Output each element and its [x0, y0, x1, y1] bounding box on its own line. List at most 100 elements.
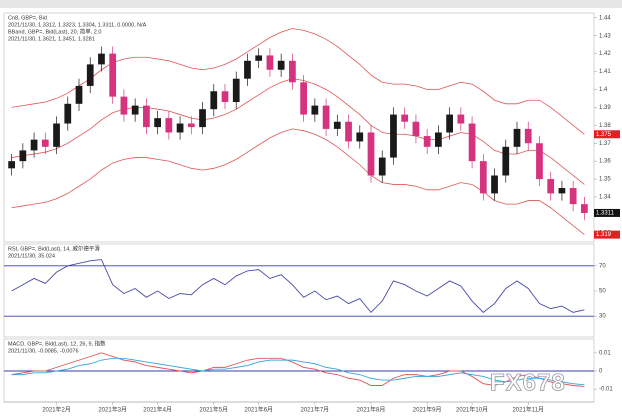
x-tick-label: 2021年7月 — [301, 406, 330, 414]
candle-body — [266, 55, 274, 70]
panel-label: 2021/11/30, 35.024 — [8, 253, 55, 259]
x-tick-label: 2021年2月 — [42, 406, 71, 414]
candle-body — [120, 96, 128, 115]
candle-body — [187, 123, 195, 128]
price-tag — [594, 208, 620, 217]
y-tick-label: 1.38 — [599, 123, 611, 129]
candle-body — [300, 82, 307, 115]
candle-body — [8, 161, 15, 169]
x-tick-label: 2021年11月 — [512, 406, 544, 414]
series-line — [11, 357, 585, 386]
x-tick-label: 2021年4月 — [143, 406, 172, 414]
x-tick-label: 2021年8月 — [357, 406, 386, 414]
candle-body — [333, 121, 341, 129]
series-line — [11, 352, 585, 387]
y-tick-label: 1.4 — [599, 87, 608, 93]
candle-body — [98, 53, 105, 65]
candle-body — [64, 103, 72, 124]
y-tick-label: 30 — [599, 314, 606, 320]
title-bar — [0, 0, 622, 8]
y-tick-label: 1.36 — [599, 159, 611, 165]
panel-label: BBand, GBP=, Bid(Last), 20, 简单, 2.0 — [8, 27, 101, 35]
candle-body — [176, 123, 184, 133]
candle-body — [345, 121, 352, 142]
y-tick-label: 1.42 — [599, 51, 611, 57]
candle-body — [581, 204, 588, 213]
y-tick-label: 1.35 — [599, 177, 611, 183]
y-tick-label: 1.44 — [599, 15, 611, 21]
candle-body — [569, 188, 577, 205]
price-tag — [594, 130, 620, 139]
panel-label: 2021/11/30, 1.3621, 1.3451, 1.3281 — [8, 36, 95, 42]
y-tick-label: 70 — [599, 263, 606, 269]
y-tick-label: 1.39 — [599, 105, 611, 111]
candle-body — [109, 53, 117, 97]
y-tick-label: 1.43 — [599, 33, 611, 39]
candle-body — [41, 139, 49, 147]
candle-body — [255, 55, 263, 61]
y-tick-label: -0.01 — [599, 387, 613, 393]
candle-body — [30, 139, 38, 151]
candle-body — [412, 121, 420, 137]
candle-body — [165, 118, 173, 133]
candle-body — [378, 157, 386, 176]
x-tick-label: 2021年6月 — [244, 406, 273, 414]
x-tick-label: 2021年10月 — [456, 406, 488, 414]
y-tick-label: 1.37 — [599, 141, 611, 147]
panel-label: MACD, GBP=, Bid(Last), 12, 26, 9, 指数 — [8, 339, 106, 347]
candle-body — [131, 105, 139, 115]
panel-label: Cn8, GBP=, Bid — [8, 15, 47, 21]
price-tag-label: 1.3311 — [596, 211, 615, 217]
candle-body — [536, 143, 543, 180]
candle-body — [390, 114, 397, 158]
panel-label: RSI, GBP=, Bid(Last), 14, 威尔德平滑 — [8, 244, 100, 252]
price-tag — [594, 230, 620, 239]
candle-body — [547, 179, 555, 194]
candle-body — [457, 114, 465, 124]
candle-body — [311, 105, 319, 115]
candle-body — [19, 150, 27, 162]
candle-body — [154, 118, 161, 128]
candle-body — [53, 123, 60, 147]
x-tick-label: 2021年9月 — [413, 406, 442, 414]
x-tick-label: 2021年3月 — [98, 406, 127, 414]
bollinger-band — [11, 128, 585, 235]
candle-body — [423, 136, 431, 147]
candle-body — [143, 105, 150, 128]
candle-body — [199, 109, 206, 128]
y-tick-label: 1.41 — [599, 69, 611, 75]
candle-body — [356, 132, 364, 142]
candle-body — [513, 128, 521, 147]
candle-body — [524, 128, 532, 144]
panel-label: 2021/11/30, 1.3312, 1.3323, 1.3304, 1.33… — [8, 22, 147, 28]
candle-body — [401, 114, 409, 122]
candle-body — [210, 91, 218, 110]
rsi-panel — [3, 243, 595, 338]
main-panel — [3, 12, 595, 243]
candle-body — [221, 91, 229, 103]
watermark: FX678 — [490, 369, 566, 396]
candle-body — [244, 60, 251, 79]
candle-body — [491, 175, 498, 194]
candle-body — [468, 123, 476, 162]
y-tick-label: 1.34 — [599, 195, 611, 201]
y-tick-label: 50 — [599, 289, 606, 295]
candle-body — [502, 146, 510, 176]
candle-body — [86, 64, 94, 86]
candle-body — [289, 60, 296, 83]
price-tag-label: 1.319 — [596, 232, 612, 238]
bollinger-band — [11, 78, 585, 185]
candle-body — [277, 60, 285, 70]
candle-body — [558, 188, 566, 194]
bollinger-band — [11, 28, 585, 135]
candle-body — [232, 78, 240, 103]
candle-body — [446, 114, 453, 133]
candle-body — [367, 132, 375, 176]
series-line — [11, 259, 585, 314]
y-tick-label: 0.01 — [599, 350, 611, 356]
candle-body — [75, 85, 83, 104]
x-tick-label: 2021年5月 — [199, 406, 228, 414]
price-tag-label: 1.375 — [596, 132, 612, 138]
candle-body — [479, 161, 487, 194]
